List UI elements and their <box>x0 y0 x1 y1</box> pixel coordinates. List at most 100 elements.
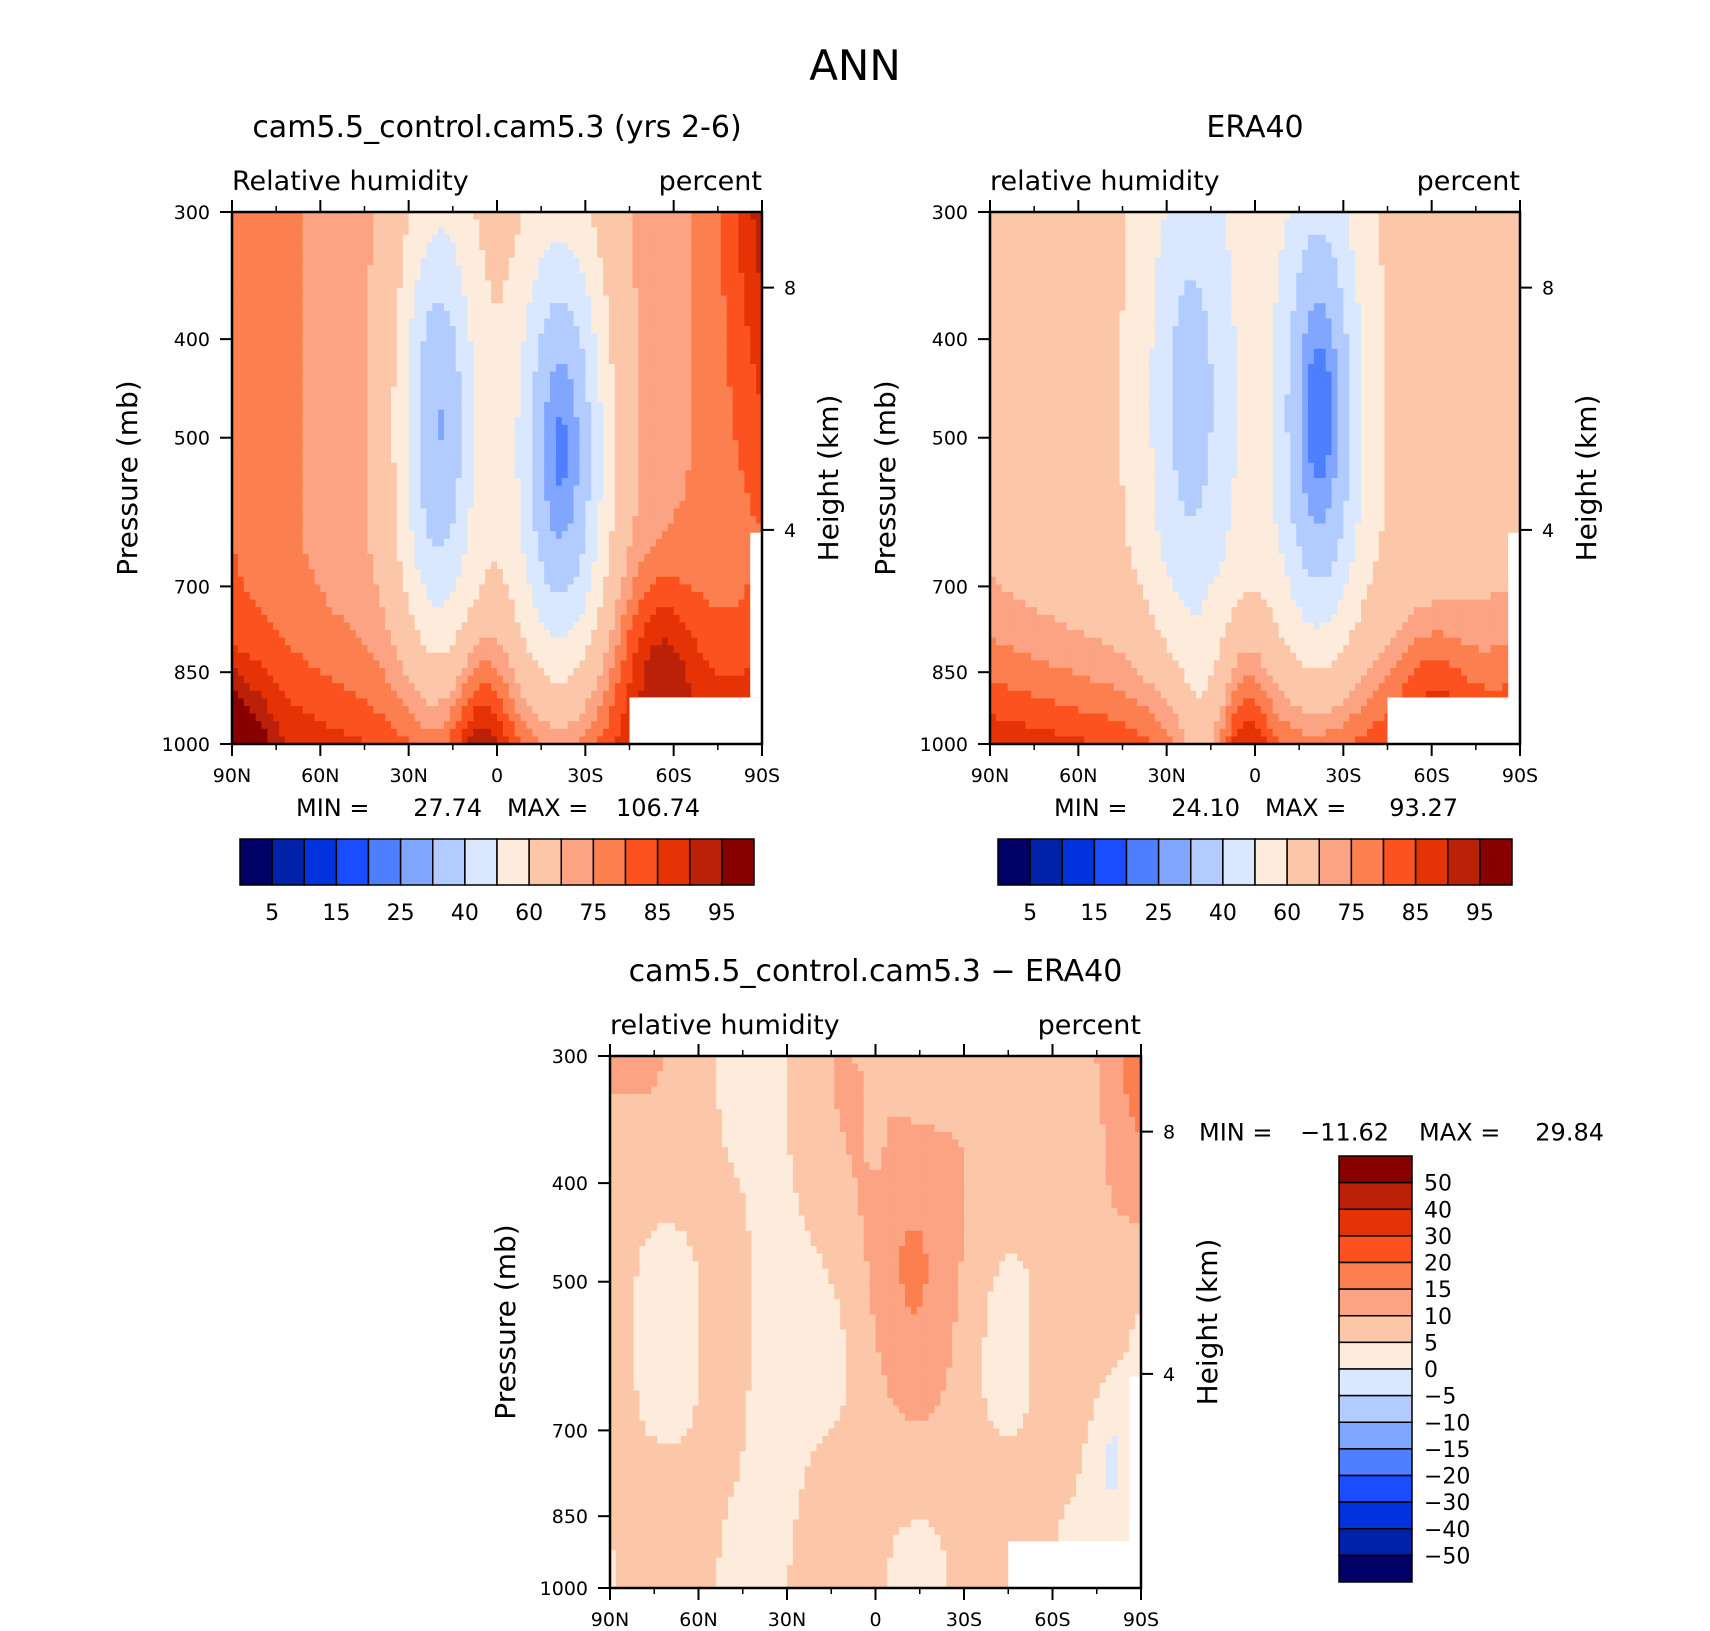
field-cell <box>679 409 687 418</box>
field-cell <box>738 333 745 342</box>
field-cell <box>667 424 675 433</box>
field-cell <box>667 219 675 228</box>
field-cell <box>520 250 528 259</box>
field-cell <box>561 356 569 365</box>
field-cell <box>408 455 416 464</box>
field-cell <box>691 447 698 456</box>
field-cell <box>502 478 510 487</box>
field-cell <box>491 227 498 236</box>
field-cell <box>514 478 522 487</box>
field-cell <box>597 614 604 623</box>
field-cell <box>650 272 657 281</box>
field-cell <box>255 379 263 388</box>
field-cell <box>308 310 316 319</box>
field-cell <box>579 303 586 312</box>
field-cell <box>726 364 734 373</box>
field-cell <box>520 394 528 403</box>
field-cell <box>579 523 586 532</box>
field-cell <box>432 493 439 502</box>
field-cell <box>644 303 651 312</box>
field-cell <box>514 432 522 441</box>
field-cell <box>685 212 692 221</box>
field-cell <box>638 364 645 373</box>
field-cell <box>673 462 681 471</box>
field-cell <box>249 523 257 532</box>
field-cell <box>243 242 251 251</box>
field-cell <box>679 561 687 570</box>
field-cell <box>349 546 357 555</box>
field-cell <box>697 424 704 433</box>
field-cell <box>332 630 339 639</box>
field-cell <box>467 485 475 494</box>
field-cell <box>255 614 263 623</box>
field-cell <box>520 500 528 509</box>
field-cell <box>314 447 321 456</box>
field-cell <box>520 455 528 464</box>
field-cell <box>714 371 722 380</box>
field-cell <box>279 447 286 456</box>
field-cell <box>750 409 757 418</box>
field-cell <box>709 554 716 563</box>
field-cell <box>408 500 416 509</box>
field-cell <box>644 531 651 540</box>
field-cell <box>444 394 451 403</box>
field-cell <box>420 432 427 441</box>
field-cell <box>508 462 516 471</box>
field-cell <box>273 288 280 297</box>
field-cell <box>738 303 745 312</box>
field-cell <box>467 508 475 517</box>
field-cell <box>626 272 634 281</box>
field-cell <box>673 584 681 593</box>
field-cell <box>638 417 645 426</box>
field-cell <box>473 348 480 357</box>
field-cell <box>550 272 557 281</box>
field-cell <box>614 561 622 570</box>
field-cell <box>561 523 569 532</box>
field-cell <box>449 478 457 487</box>
field-cell <box>632 447 639 456</box>
field-cell <box>638 303 645 312</box>
field-cell <box>502 516 510 525</box>
field-cell <box>461 379 469 388</box>
field-cell <box>726 379 734 388</box>
field-cell <box>585 356 592 365</box>
field-cell <box>473 234 480 243</box>
field-cell <box>538 561 545 570</box>
field-cell <box>279 394 286 403</box>
field-cell <box>285 614 292 623</box>
field-cell <box>426 538 433 547</box>
field-cell <box>243 508 251 517</box>
field-cell <box>667 333 675 342</box>
field-cell <box>673 440 681 449</box>
field-cell <box>396 630 404 639</box>
field-cell <box>361 516 369 525</box>
field-cell <box>273 219 280 228</box>
field-cell <box>608 364 616 373</box>
field-cell <box>408 280 416 289</box>
field-cell <box>650 516 657 525</box>
field-cell <box>414 546 422 555</box>
field-cell <box>691 303 698 312</box>
field-cell <box>461 622 469 631</box>
field-cell <box>414 614 422 623</box>
field-cell <box>697 592 704 601</box>
field-cell <box>591 379 598 388</box>
field-cell <box>579 538 586 547</box>
field-cell <box>308 470 316 479</box>
field-cell <box>396 554 404 563</box>
field-cell <box>608 326 616 335</box>
field-cell <box>679 576 687 585</box>
field-cell <box>332 440 339 449</box>
field-cell <box>644 310 651 319</box>
field-cell <box>514 607 522 616</box>
field-cell <box>391 546 398 555</box>
field-cell <box>332 516 339 525</box>
field-cell <box>349 440 357 449</box>
field-cell <box>597 592 604 601</box>
field-cell <box>714 348 722 357</box>
field-cell <box>550 333 557 342</box>
field-cell <box>550 424 557 433</box>
field-cell <box>326 561 333 570</box>
field-cell <box>620 576 628 585</box>
